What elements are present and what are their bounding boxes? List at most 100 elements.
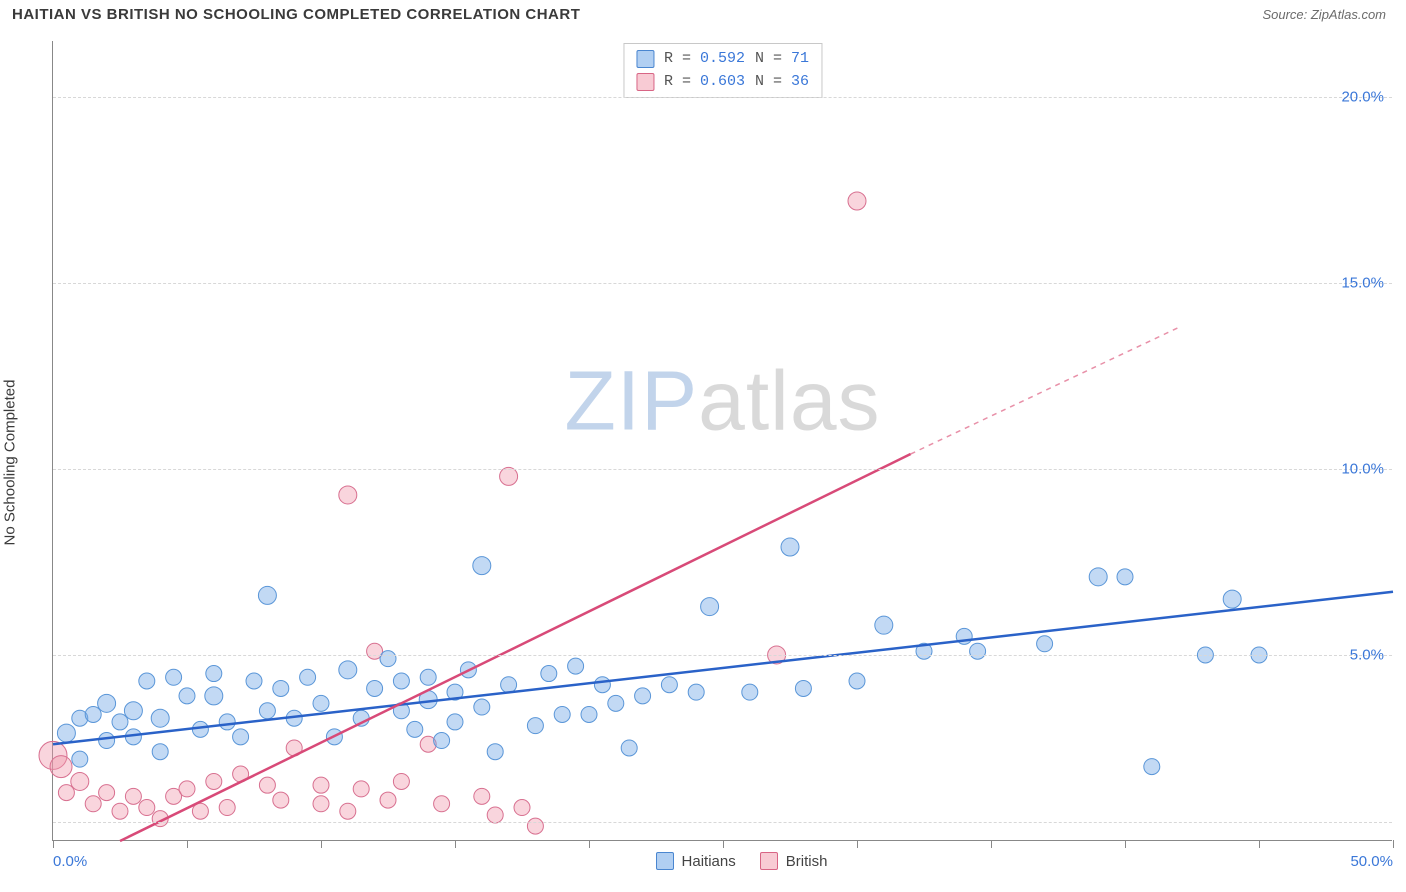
scatter-point [179,781,195,797]
scatter-point [501,677,517,693]
scatter-point [72,751,88,767]
scatter-point [367,680,383,696]
plot-svg [53,41,1392,840]
scatter-point [635,688,651,704]
x-tick [455,840,456,848]
source-text: Source: ZipAtlas.com [1262,7,1386,22]
scatter-point [219,714,235,730]
scatter-point [139,673,155,689]
scatter-point [701,598,719,616]
legend-label-haitians: Haitians [682,853,736,870]
r-value-blue: 0.592 [700,50,745,67]
scatter-point [474,699,490,715]
x-tick [1393,840,1394,848]
scatter-point [258,586,276,604]
scatter-point [621,740,637,756]
scatter-point [1089,568,1107,586]
scatter-point [688,684,704,700]
scatter-point [233,729,249,745]
scatter-point [85,706,101,722]
swatch-blue-icon [636,50,654,68]
grid-line [53,97,1392,98]
scatter-point [554,706,570,722]
scatter-point [340,803,356,819]
scatter-point [259,777,275,793]
scatter-point [152,744,168,760]
scatter-point [608,695,624,711]
scatter-point [206,773,222,789]
legend-top: R = 0.592 N = 71 R = 0.603 N = 36 [623,43,822,98]
x-tick [187,840,188,848]
scatter-point [568,658,584,674]
scatter-point [514,800,530,816]
scatter-point [57,724,75,742]
x-tick [723,840,724,848]
scatter-point [192,721,208,737]
scatter-point [313,796,329,812]
grid-line [53,655,1392,656]
scatter-point [85,796,101,812]
scatter-point [420,669,436,685]
chart-container: No Schooling Completed ZIPatlas R = 0.59… [0,29,1406,879]
scatter-point [300,669,316,685]
scatter-point [849,673,865,689]
scatter-point [273,792,289,808]
scatter-point [1144,759,1160,775]
y-tick-label: 5.0% [1350,646,1384,663]
scatter-point [393,773,409,789]
scatter-point [447,714,463,730]
header-bar: HAITIAN VS BRITISH NO SCHOOLING COMPLETE… [0,0,1406,29]
scatter-point [273,680,289,696]
scatter-point [473,557,491,575]
swatch-blue-icon [656,852,674,870]
trend-line-british [120,454,911,841]
scatter-point [98,694,116,712]
r-label: R = [664,73,700,90]
x-tick-label: 50.0% [1350,853,1393,870]
scatter-point [339,661,357,679]
scatter-point [380,792,396,808]
x-tick [589,840,590,848]
n-label: N = [755,50,791,67]
grid-line [53,469,1392,470]
r-value-pink: 0.603 [700,73,745,90]
scatter-point [58,785,74,801]
x-tick [321,840,322,848]
scatter-point [313,695,329,711]
scatter-point [594,677,610,693]
scatter-point [795,680,811,696]
scatter-point [339,486,357,504]
scatter-point [393,673,409,689]
scatter-point [99,733,115,749]
scatter-point [205,687,223,705]
scatter-point [313,777,329,793]
scatter-point [581,706,597,722]
scatter-point [353,781,369,797]
scatter-point [219,800,235,816]
x-tick [53,840,54,848]
scatter-point [124,702,142,720]
legend-entry-british: British [760,852,828,870]
scatter-point [527,818,543,834]
n-value-blue: 71 [791,50,809,67]
scatter-point [166,669,182,685]
scatter-point [206,666,222,682]
legend-bottom: Haitians British [656,852,828,870]
grid-line [53,822,1392,823]
scatter-point [541,666,557,682]
x-tick [857,840,858,848]
scatter-point [474,788,490,804]
r-label: R = [664,50,700,67]
scatter-point [151,709,169,727]
n-value-pink: 36 [791,73,809,90]
grid-line [53,283,1392,284]
scatter-point [1037,636,1053,652]
x-tick [1259,840,1260,848]
n-label: N = [755,73,791,90]
scatter-point [970,643,986,659]
trend-line-haitians [53,592,1393,745]
scatter-point [527,718,543,734]
scatter-point [487,807,503,823]
scatter-point [50,756,72,778]
scatter-point [125,788,141,804]
